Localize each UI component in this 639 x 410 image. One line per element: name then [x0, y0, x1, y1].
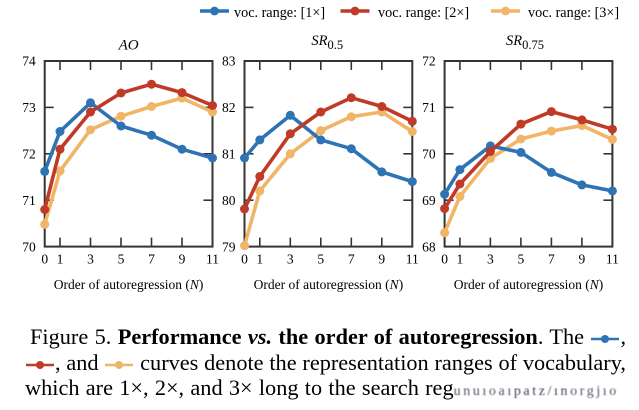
svg-text:69: 69	[422, 193, 436, 208]
svg-text:73: 73	[22, 100, 36, 115]
svg-text:9: 9	[579, 252, 586, 267]
svg-text:1: 1	[57, 252, 64, 267]
svg-text:79: 79	[222, 239, 236, 254]
svg-text:voc. range: [1×]: voc. range: [1×]	[234, 5, 325, 21]
svg-text:1: 1	[256, 252, 263, 267]
svg-text:1: 1	[457, 252, 464, 267]
svg-text:68: 68	[422, 239, 436, 254]
svg-text:70: 70	[22, 239, 36, 254]
svg-text:0: 0	[441, 252, 448, 267]
svg-text:3: 3	[487, 252, 494, 267]
svg-text:11: 11	[606, 252, 619, 267]
svg-text:voc. range: [2×]: voc. range: [2×]	[378, 5, 469, 21]
svg-text:Order of autoregression (N): Order of autoregression (N)	[454, 277, 604, 292]
svg-text:3: 3	[87, 252, 94, 267]
svg-text:7: 7	[348, 252, 355, 267]
svg-text:0: 0	[241, 252, 248, 267]
svg-text:SR0.75: SR0.75	[506, 33, 544, 52]
svg-text:71: 71	[422, 100, 436, 115]
svg-text:11: 11	[406, 252, 419, 267]
svg-text:80: 80	[222, 193, 236, 208]
svg-text:7: 7	[148, 252, 155, 267]
svg-text:82: 82	[222, 100, 236, 115]
svg-text:3: 3	[287, 252, 294, 267]
svg-text:72: 72	[22, 147, 36, 162]
svg-text:5: 5	[518, 252, 525, 267]
svg-text:74: 74	[22, 54, 36, 69]
svg-text:0: 0	[41, 252, 48, 267]
svg-text:81: 81	[222, 147, 236, 162]
svg-text:voc. range: [3×]: voc. range: [3×]	[528, 5, 619, 21]
svg-text:SR0.5: SR0.5	[311, 33, 343, 52]
svg-text:83: 83	[222, 54, 236, 69]
svg-text:Order of autoregression (N): Order of autoregression (N)	[54, 277, 204, 292]
svg-text:9: 9	[378, 252, 385, 267]
svg-text:5: 5	[317, 252, 324, 267]
svg-text:Order of autoregression (N): Order of autoregression (N)	[254, 277, 404, 292]
svg-text:71: 71	[22, 193, 36, 208]
svg-text:70: 70	[422, 147, 436, 162]
svg-text:AO: AO	[118, 38, 139, 54]
svg-text:5: 5	[118, 252, 125, 267]
svg-text:11: 11	[206, 252, 219, 267]
svg-text:9: 9	[179, 252, 186, 267]
svg-text:7: 7	[548, 252, 555, 267]
svg-text:72: 72	[422, 54, 436, 69]
